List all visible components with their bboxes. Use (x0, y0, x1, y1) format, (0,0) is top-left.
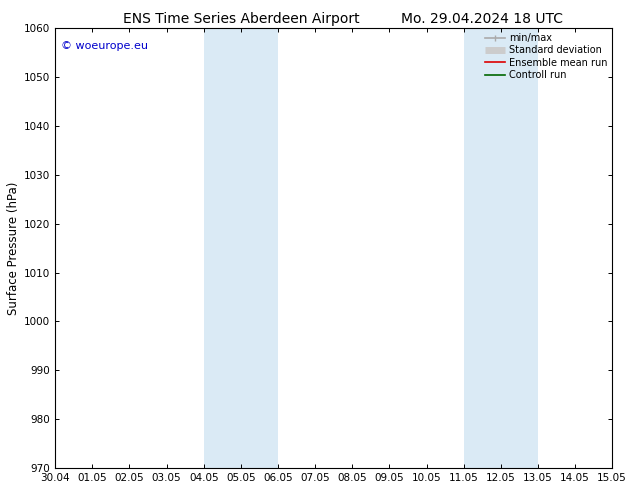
Legend: min/max, Standard deviation, Ensemble mean run, Controll run: min/max, Standard deviation, Ensemble me… (484, 31, 609, 82)
Text: Mo. 29.04.2024 18 UTC: Mo. 29.04.2024 18 UTC (401, 12, 563, 26)
Text: ENS Time Series Aberdeen Airport: ENS Time Series Aberdeen Airport (122, 12, 359, 26)
Y-axis label: Surface Pressure (hPa): Surface Pressure (hPa) (7, 181, 20, 315)
Text: © woeurope.eu: © woeurope.eu (61, 41, 148, 51)
Bar (204, 28, 278, 468)
Bar (463, 28, 538, 468)
